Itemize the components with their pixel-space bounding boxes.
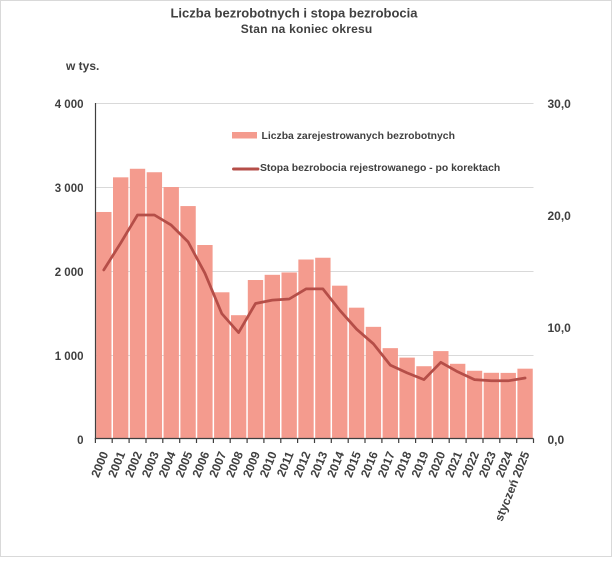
svg-text:2 000: 2 000 — [55, 267, 84, 279]
svg-text:Liczba bezrobotnych i stopa be: Liczba bezrobotnych i stopa bezrobocia — [170, 5, 418, 20]
svg-text:30,0: 30,0 — [548, 97, 572, 111]
svg-text:3 000: 3 000 — [55, 183, 84, 195]
svg-text:1 000: 1 000 — [55, 351, 84, 363]
svg-text:Stopa bezrobocia rejestrowaneg: Stopa bezrobocia rejestrowanego - po kor… — [260, 163, 500, 174]
svg-text:Liczba zarejestrowanych bezrob: Liczba zarejestrowanych bezrobotnych — [262, 131, 455, 142]
svg-text:20,0: 20,0 — [548, 209, 572, 223]
svg-text:0,0: 0,0 — [548, 433, 565, 447]
svg-text:w tys.: w tys. — [65, 59, 99, 73]
svg-text:0: 0 — [77, 435, 83, 447]
svg-text:Stan na koniec okresu: Stan na koniec okresu — [241, 22, 373, 36]
svg-text:10,0: 10,0 — [548, 321, 572, 335]
svg-text:4 000: 4 000 — [55, 99, 84, 111]
